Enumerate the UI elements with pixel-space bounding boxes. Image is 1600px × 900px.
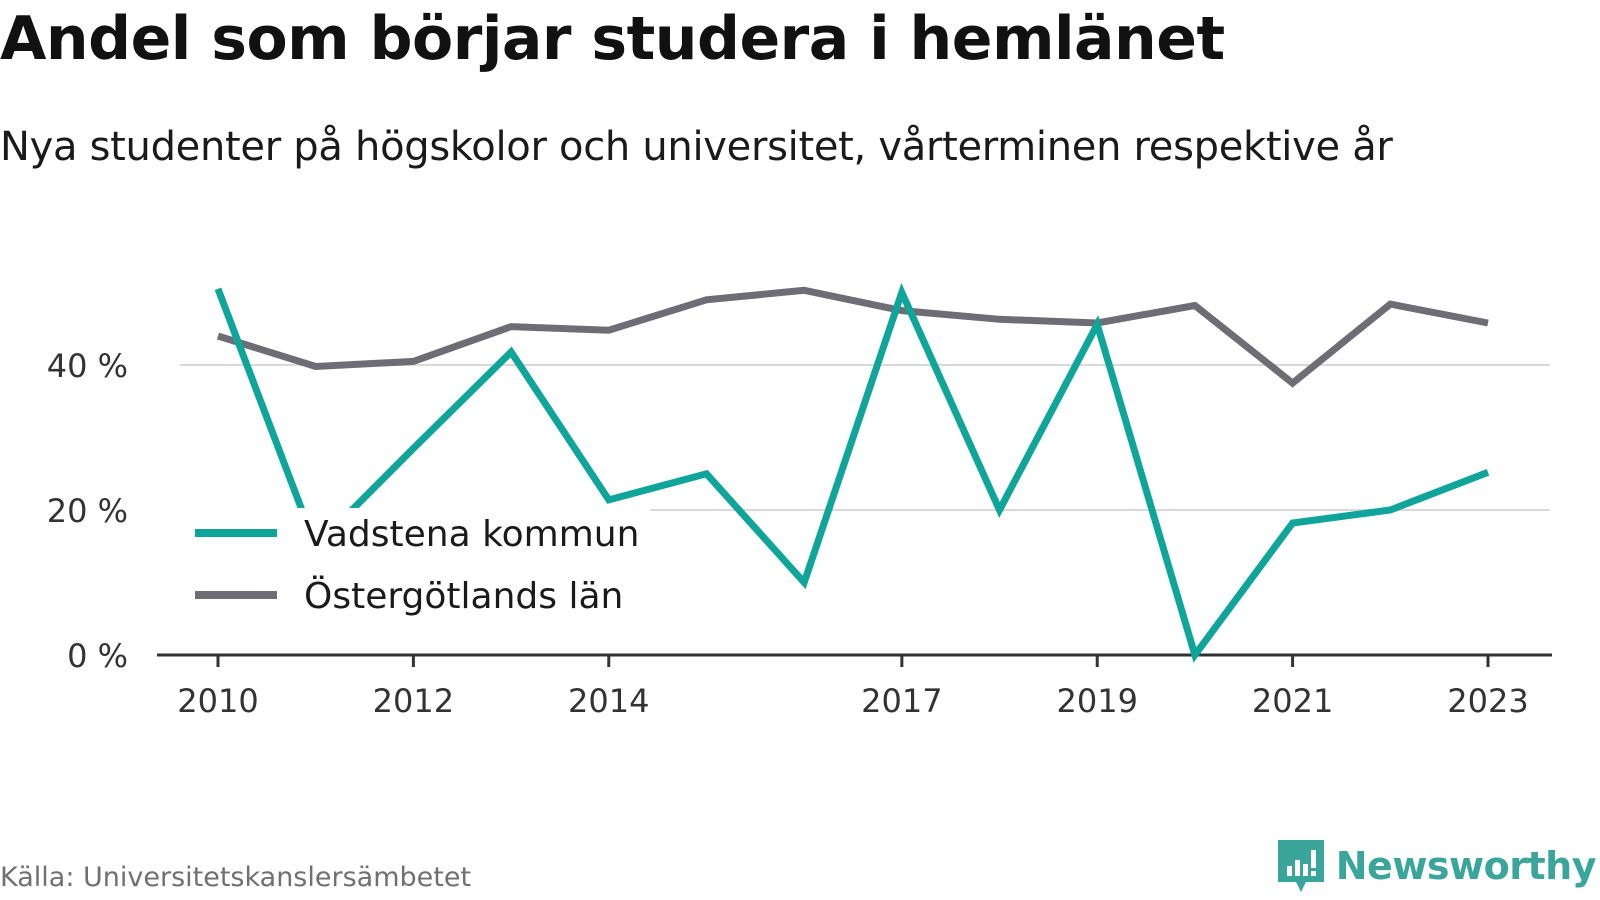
x-tick-label: 2023: [1447, 682, 1528, 720]
y-tick-label: 40 %: [47, 347, 128, 385]
newsworthy-icon: [1277, 840, 1324, 892]
y-tick-label: 20 %: [47, 492, 128, 530]
legend-label: Östergötlands län: [304, 575, 623, 617]
source-note: Källa: Universitetskanslersämbetet: [0, 862, 472, 893]
series-line-vadstena: [214, 282, 1490, 663]
newsworthy-logo: Newsworthy: [1276, 838, 1597, 894]
x-tick-label: 2021: [1252, 682, 1333, 720]
x-tick-label: 2017: [861, 682, 942, 720]
brand-name: Newsworthy: [1335, 844, 1597, 888]
legend-label: Vadstena kommun: [304, 514, 639, 555]
legend-box: [180, 508, 650, 628]
chart-subtitle: Nya studenter på högskolor och universit…: [0, 124, 1393, 170]
y-tick-label: 0 %: [67, 637, 128, 675]
x-tick-label: 2010: [177, 682, 258, 720]
x-tick-label: 2019: [1057, 682, 1138, 720]
series-line-ostergotland: [216, 286, 1489, 388]
x-tick-label: 2012: [373, 682, 454, 720]
chart-title: Andel som börjar studera i hemlänet: [0, 4, 1225, 74]
x-tick-label: 2014: [568, 682, 649, 720]
